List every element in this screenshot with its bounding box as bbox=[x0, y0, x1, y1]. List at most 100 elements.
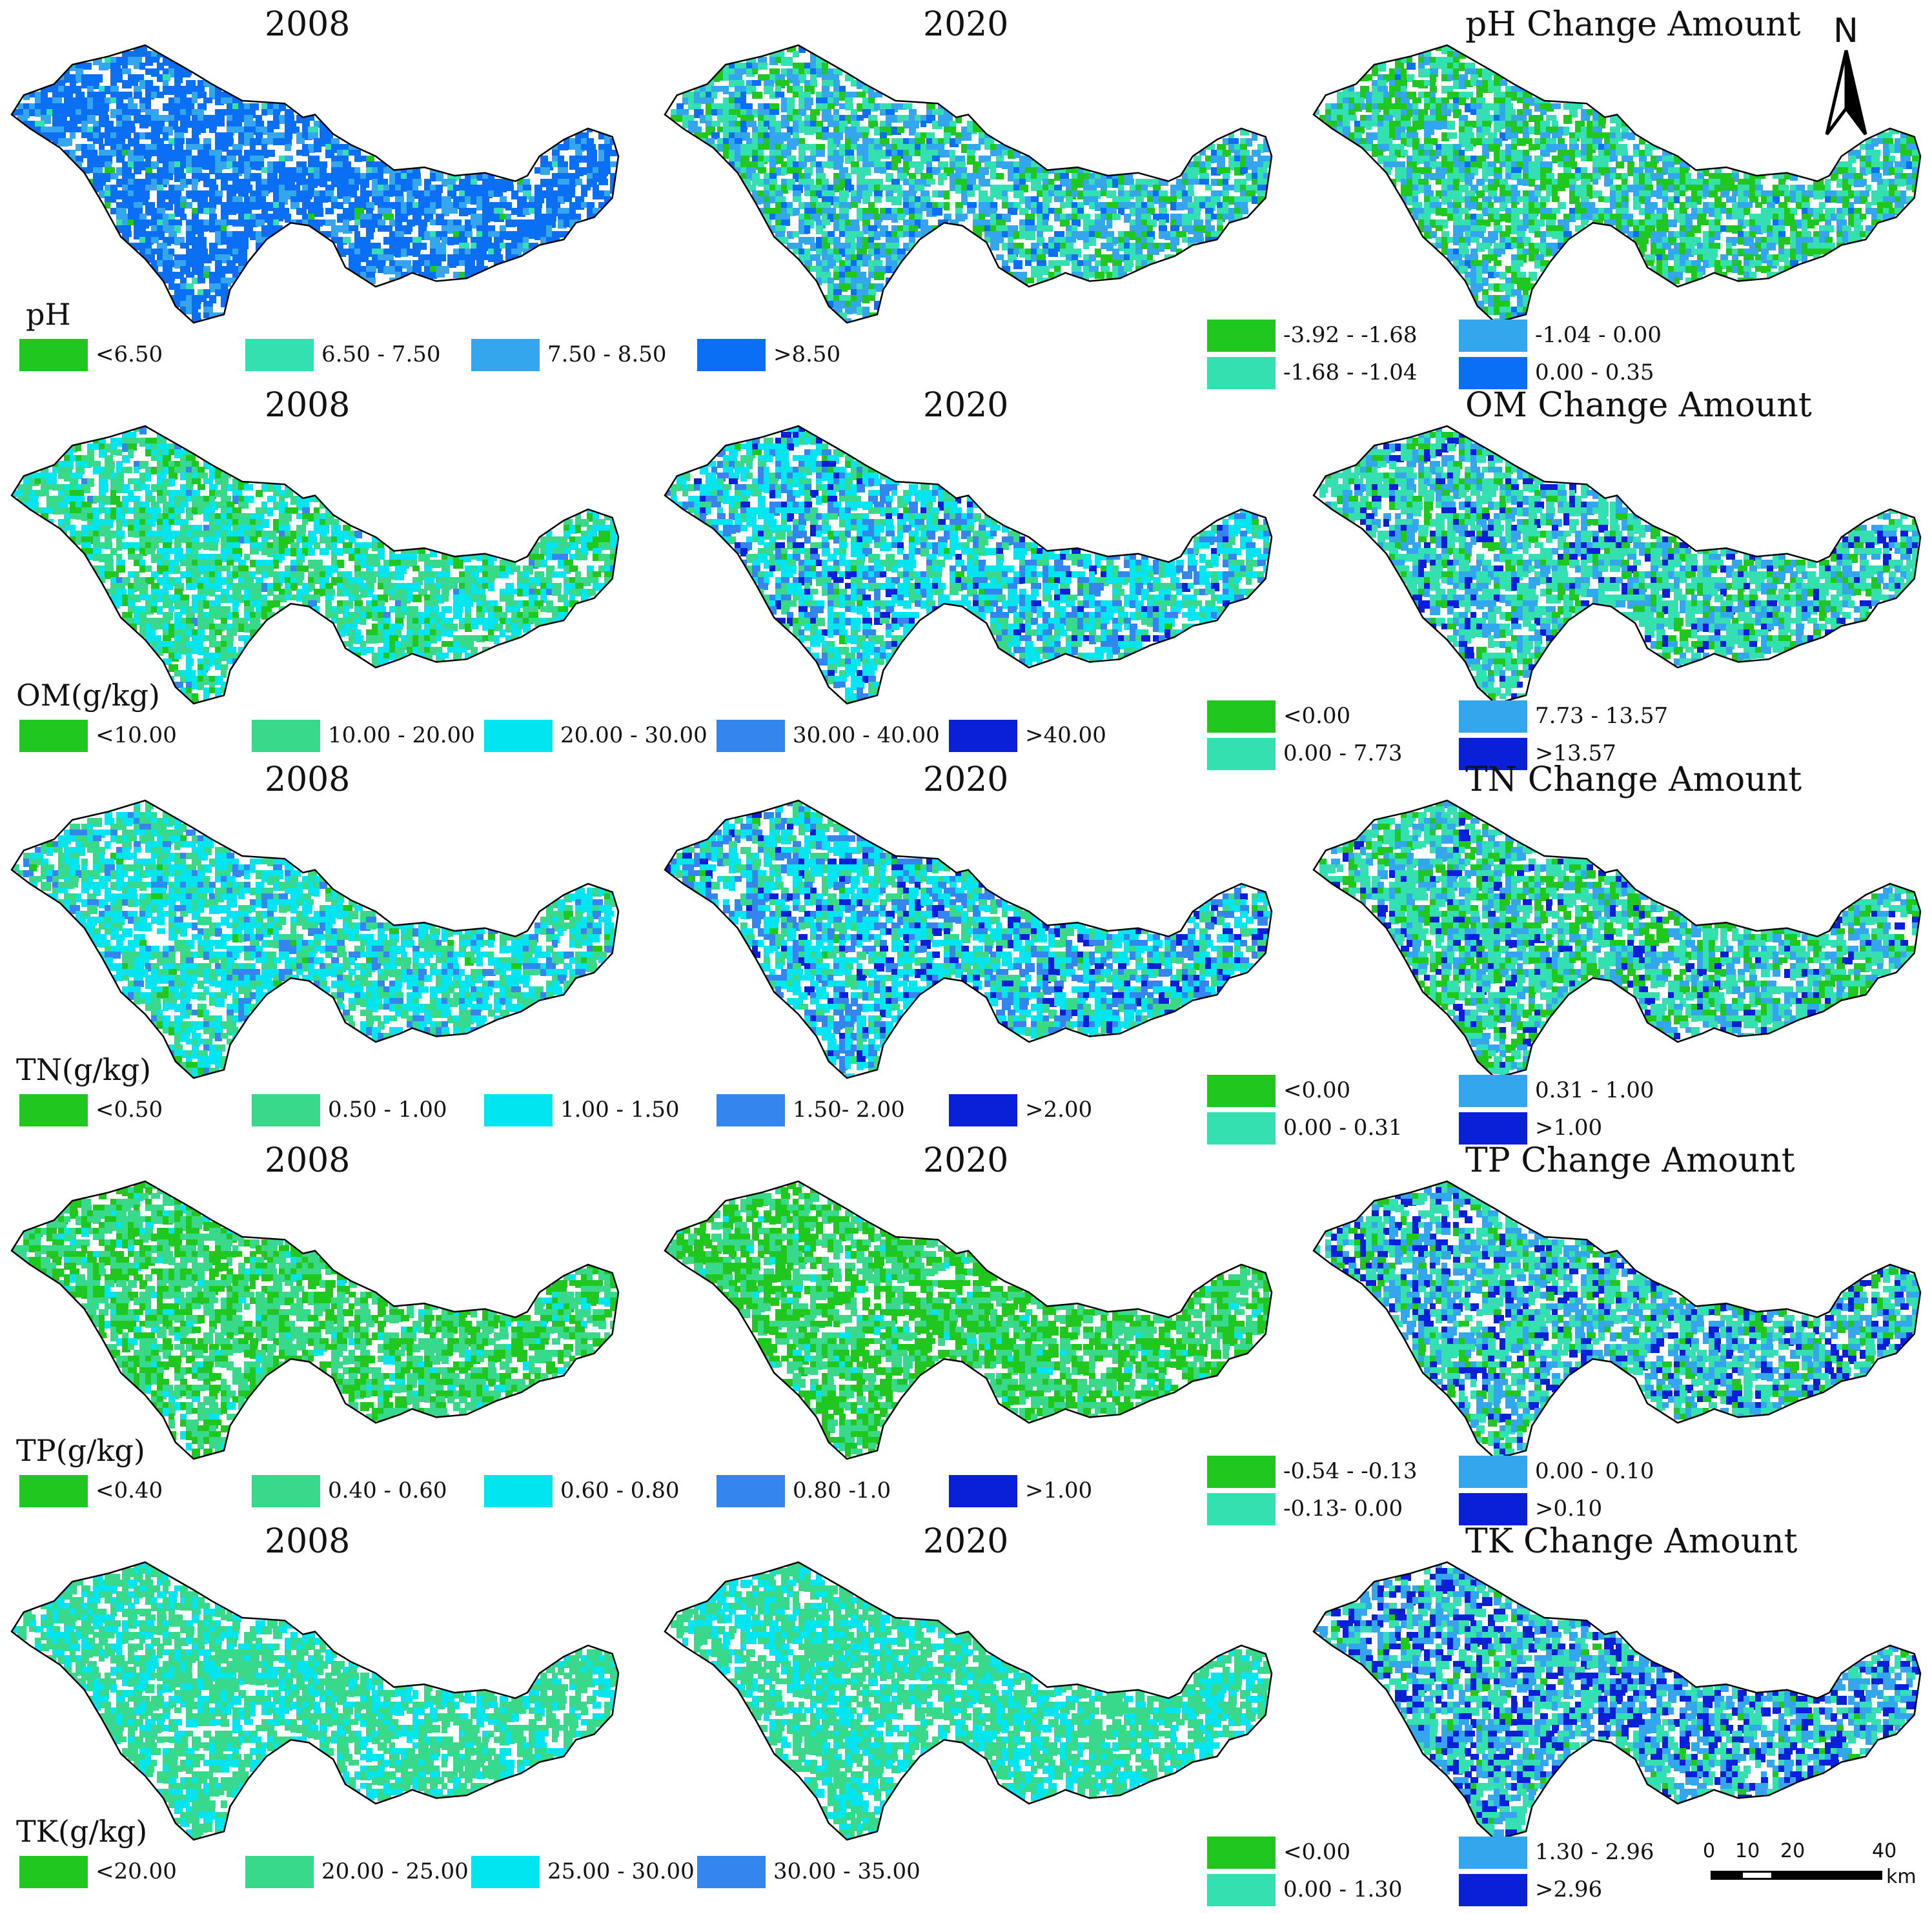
legend-swatch bbox=[19, 1475, 88, 1507]
legend-swatch bbox=[252, 720, 320, 752]
legend-swatch bbox=[252, 1094, 320, 1126]
panel-title: 2020 bbox=[923, 386, 1008, 425]
map-raster bbox=[12, 45, 620, 327]
panel-title: 2020 bbox=[923, 1141, 1008, 1180]
legend-label: <0.50 bbox=[96, 1097, 163, 1123]
scale-bar: 0 10 20 40 km bbox=[1678, 1840, 1924, 1891]
map-panel bbox=[665, 1562, 1272, 1840]
change-legend-item: <0.00 bbox=[1207, 700, 1459, 733]
legend-label: 6.50 - 7.50 bbox=[321, 341, 441, 367]
panel-title: 2020 bbox=[923, 5, 1008, 44]
legend-label: 30.00 - 35.00 bbox=[773, 1858, 920, 1884]
north-label: N bbox=[1833, 12, 1858, 50]
legend-item: 20.00 - 25.00 bbox=[245, 1856, 471, 1888]
legend-item: 25.00 - 30.00 bbox=[471, 1856, 697, 1888]
map-panel bbox=[12, 800, 618, 1078]
panel-title: TP Change Amount bbox=[1465, 1141, 1795, 1180]
map-raster bbox=[12, 800, 619, 1081]
legend-label: <10.00 bbox=[96, 722, 177, 748]
legend-label: 7.73 - 13.57 bbox=[1535, 703, 1668, 729]
scale-segment bbox=[1711, 1871, 1743, 1880]
change-legend-item: 0.00 - 0.10 bbox=[1459, 1456, 1711, 1488]
legend-label: 0.60 - 0.80 bbox=[560, 1478, 680, 1503]
map-svg bbox=[12, 1562, 618, 1840]
legend-label: 30.00 - 40.00 bbox=[793, 722, 940, 748]
legend-label: 0.50 - 1.00 bbox=[328, 1097, 447, 1123]
map-panel bbox=[12, 1181, 618, 1459]
map-svg bbox=[12, 800, 618, 1078]
panel-title: OM Change Amount bbox=[1465, 386, 1812, 425]
legend-swatch bbox=[19, 720, 88, 752]
legend-swatch bbox=[1459, 1874, 1527, 1906]
panel-title: pH Change Amount bbox=[1465, 5, 1801, 44]
map-svg bbox=[665, 45, 1272, 323]
change-legend-item: 0.31 - 1.00 bbox=[1459, 1075, 1711, 1107]
legend-swatch bbox=[19, 1856, 88, 1888]
legend-item: 20.00 - 30.00 bbox=[484, 720, 717, 752]
scale-tick-label: 20 bbox=[1780, 1840, 1805, 1862]
legend-swatch bbox=[949, 1475, 1017, 1507]
north-arrow: N bbox=[1814, 12, 1878, 147]
panel-title: 2020 bbox=[923, 1522, 1008, 1561]
legend-swatch bbox=[1459, 1456, 1527, 1488]
map-raster bbox=[665, 800, 1272, 1083]
change-legend-item: >2.96 bbox=[1459, 1874, 1711, 1906]
variable-label: pH bbox=[26, 297, 71, 332]
legend-label: >8.50 bbox=[773, 341, 840, 367]
legend-item: <0.40 bbox=[19, 1475, 252, 1507]
map-raster bbox=[1314, 1181, 1922, 1463]
map-raster bbox=[665, 1181, 1274, 1457]
legend-label: <0.40 bbox=[96, 1478, 163, 1503]
map-svg bbox=[665, 1562, 1272, 1840]
legend-swatch bbox=[245, 339, 314, 371]
map-panel bbox=[665, 426, 1272, 704]
panel-title: TK Change Amount bbox=[1465, 1522, 1797, 1561]
legend-swatch bbox=[252, 1475, 320, 1507]
panel-title: 2008 bbox=[265, 1522, 350, 1561]
legend-swatch bbox=[717, 1094, 785, 1126]
legend-item: >1.00 bbox=[949, 1475, 1181, 1507]
legend-swatch bbox=[949, 1094, 1017, 1126]
legend-swatch bbox=[697, 1856, 766, 1888]
legend-label: <0.00 bbox=[1283, 1839, 1350, 1865]
change-legend-item: <0.00 bbox=[1207, 1075, 1459, 1107]
legend-swatch bbox=[471, 1856, 540, 1888]
panel-title: 2008 bbox=[265, 1141, 350, 1180]
legend-item: 30.00 - 40.00 bbox=[717, 720, 949, 752]
map-panel bbox=[1314, 1562, 1920, 1840]
panel-title: 2008 bbox=[265, 760, 350, 799]
map-panel bbox=[12, 426, 618, 704]
legend-label: -0.54 - -0.13 bbox=[1283, 1458, 1418, 1484]
variable-label: TP(g/kg) bbox=[16, 1433, 145, 1468]
scale-tick-label: 40 bbox=[1872, 1840, 1896, 1862]
map-raster bbox=[671, 1562, 1273, 1844]
scale-tick-label: 0 bbox=[1703, 1840, 1715, 1862]
legend-swatch bbox=[1459, 1075, 1527, 1107]
legend-swatch bbox=[484, 1094, 553, 1126]
panel-title: TN Change Amount bbox=[1465, 760, 1802, 799]
legend-item: 30.00 - 35.00 bbox=[697, 1856, 923, 1888]
legend-swatch bbox=[1459, 320, 1527, 352]
legend-label: <0.00 bbox=[1283, 703, 1350, 729]
legend-label: >2.00 bbox=[1025, 1097, 1092, 1123]
legend-label: 0.00 - 1.30 bbox=[1283, 1877, 1403, 1902]
map-panel bbox=[12, 45, 618, 323]
map-svg bbox=[12, 45, 618, 323]
legend-label: 1.30 - 2.96 bbox=[1535, 1839, 1654, 1865]
map-raster bbox=[12, 1181, 620, 1458]
legend-swatch bbox=[1207, 1456, 1276, 1488]
map-svg bbox=[12, 1181, 618, 1459]
legend-swatch bbox=[1459, 700, 1527, 733]
variable-label: TN(g/kg) bbox=[16, 1052, 151, 1087]
legend-label: 0.40 - 0.60 bbox=[328, 1478, 447, 1503]
panel-title: 2008 bbox=[265, 386, 350, 425]
change-legend-item: 1.30 - 2.96 bbox=[1459, 1837, 1711, 1869]
legend-item: >40.00 bbox=[949, 720, 1181, 752]
legend-item: >8.50 bbox=[697, 339, 923, 371]
map-panel bbox=[665, 45, 1272, 323]
map-panel bbox=[1314, 1181, 1920, 1459]
